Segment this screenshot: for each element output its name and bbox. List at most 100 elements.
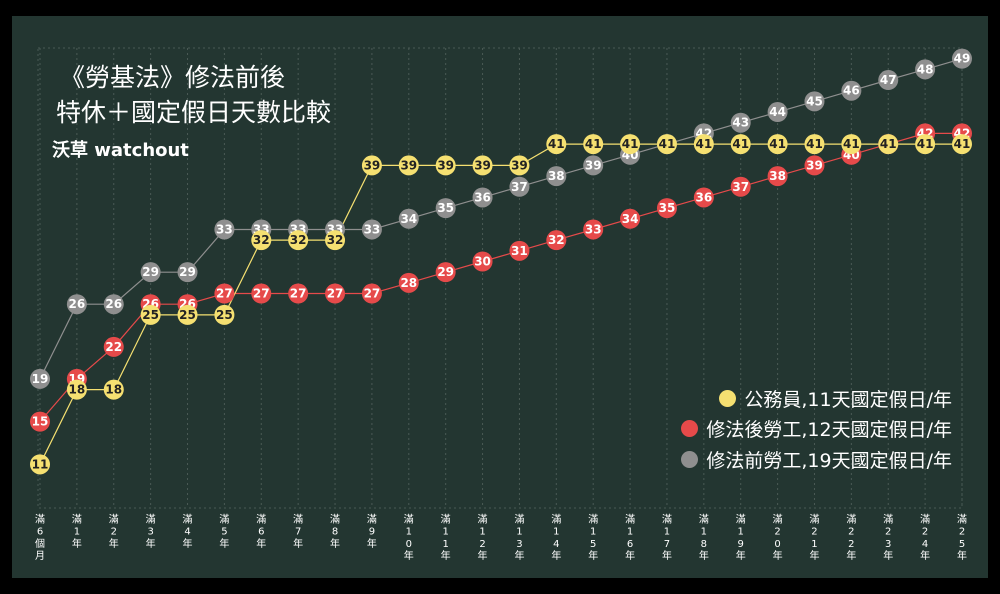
data-point-civil-servant: 39 — [435, 155, 456, 176]
data-label: 33 — [585, 222, 602, 236]
data-label: 41 — [548, 137, 565, 151]
data-point-civil-servant: 41 — [841, 134, 862, 155]
data-point-civil-servant: 41 — [878, 134, 899, 155]
data-label: 41 — [843, 137, 860, 151]
data-label: 39 — [806, 158, 823, 172]
point-marker — [804, 134, 825, 155]
data-point-post-amendment: 28 — [398, 272, 419, 293]
data-label: 41 — [585, 137, 602, 151]
data-point-civil-servant: 41 — [583, 134, 604, 155]
data-point-pre-amendment: 35 — [435, 198, 456, 219]
data-point-civil-servant: 25 — [214, 304, 235, 325]
point-marker — [251, 230, 272, 251]
data-point-pre-amendment: 45 — [804, 91, 825, 112]
point-marker — [103, 379, 124, 400]
data-label: 36 — [474, 190, 491, 204]
data-label: 19 — [32, 372, 49, 386]
point-marker — [767, 134, 788, 155]
data-point-civil-servant: 39 — [398, 155, 419, 176]
point-marker — [546, 166, 567, 187]
data-point-pre-amendment: 36 — [472, 187, 493, 208]
data-label: 31 — [511, 244, 528, 258]
data-label: 11 — [32, 457, 49, 471]
data-label: 38 — [548, 169, 565, 183]
data-point-civil-servant: 18 — [66, 379, 87, 400]
data-label: 27 — [364, 287, 381, 301]
legend-dot-pre-amendment — [681, 451, 699, 468]
data-label: 33 — [216, 222, 233, 236]
data-point-post-amendment: 15 — [30, 411, 50, 432]
data-label: 30 — [474, 255, 491, 269]
data-label: 39 — [585, 158, 602, 172]
point-marker — [620, 134, 641, 155]
point-marker — [361, 283, 382, 304]
point-marker — [546, 230, 567, 251]
data-point-post-amendment: 22 — [103, 336, 124, 357]
point-marker — [472, 155, 493, 176]
data-label: 34 — [622, 212, 639, 226]
data-label: 33 — [364, 222, 381, 236]
legend-label-civil-servant: 公務員,11天國定假日/年 — [744, 389, 952, 411]
point-marker — [952, 134, 972, 155]
data-label: 41 — [806, 137, 823, 151]
data-label: 27 — [253, 287, 270, 301]
point-marker — [583, 134, 604, 155]
data-label: 32 — [548, 233, 565, 247]
data-point-post-amendment: 27 — [288, 283, 309, 304]
data-label: 39 — [474, 158, 491, 172]
data-label: 45 — [806, 94, 823, 108]
legend-item-pre-amendment: 修法前勞工,19天國定假日/年 — [681, 446, 952, 473]
data-point-post-amendment: 35 — [656, 198, 677, 219]
point-marker — [288, 230, 309, 251]
data-point-civil-servant: 32 — [251, 230, 272, 251]
data-label: 29 — [142, 265, 159, 279]
data-label: 43 — [732, 116, 749, 130]
line-chart: 1926262929333333333334353637383940414243… — [30, 47, 972, 563]
data-label: 37 — [511, 180, 528, 194]
point-marker — [767, 102, 788, 123]
point-marker — [140, 262, 161, 283]
data-point-post-amendment: 37 — [730, 176, 751, 197]
data-label: 41 — [659, 137, 676, 151]
data-point-civil-servant: 18 — [103, 379, 124, 400]
data-label: 48 — [917, 62, 934, 76]
data-point-post-amendment: 39 — [804, 155, 825, 176]
point-marker — [398, 155, 419, 176]
point-marker — [693, 134, 714, 155]
data-point-post-amendment: 30 — [472, 251, 493, 272]
data-point-civil-servant: 41 — [620, 134, 641, 155]
point-marker — [435, 155, 456, 176]
point-marker — [915, 59, 936, 80]
data-point-post-amendment: 36 — [693, 187, 714, 208]
data-label: 39 — [511, 158, 528, 172]
data-point-civil-servant: 39 — [361, 155, 382, 176]
point-marker — [66, 294, 87, 315]
point-marker — [30, 454, 50, 475]
data-point-pre-amendment: 26 — [66, 294, 87, 315]
data-point-pre-amendment: 44 — [767, 102, 788, 123]
data-point-civil-servant: 32 — [325, 230, 346, 251]
plot-border — [37, 47, 963, 509]
point-marker — [435, 198, 456, 219]
data-label: 41 — [622, 137, 639, 151]
point-marker — [398, 272, 419, 293]
data-label: 39 — [400, 158, 417, 172]
point-marker — [878, 70, 899, 91]
data-label: 38 — [769, 169, 786, 183]
point-marker — [656, 198, 677, 219]
point-marker — [656, 134, 677, 155]
point-marker — [288, 283, 309, 304]
data-label: 39 — [364, 158, 381, 172]
point-marker — [472, 251, 493, 272]
data-label: 27 — [290, 287, 307, 301]
